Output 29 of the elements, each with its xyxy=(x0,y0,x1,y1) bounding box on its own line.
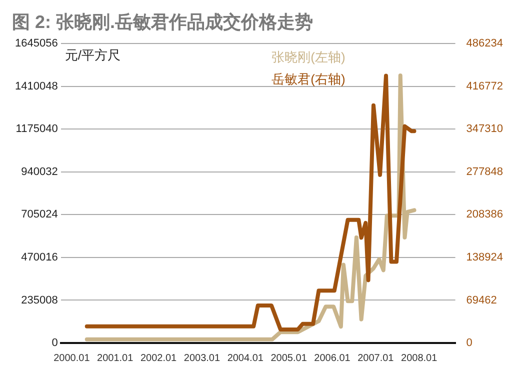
x-tick-label: 2008.01 xyxy=(401,352,438,364)
y-tick-label: 1175040 xyxy=(16,123,58,136)
y-tick-label: 1410048 xyxy=(14,80,58,92)
y2-tick-label: 208386 xyxy=(466,208,504,221)
y2-tick-label: 416772 xyxy=(466,80,504,92)
x-tick-label: 2007.01 xyxy=(358,352,394,364)
y-tick-label: 940032 xyxy=(21,166,58,178)
x-tick-label: 2000.01 xyxy=(54,352,90,364)
y2-tick-label: 486234 xyxy=(466,38,504,50)
y-tick-label: 1645056 xyxy=(14,38,58,50)
y2-tick-label: 347310 xyxy=(466,123,504,136)
chart-title: 图 2: 张晓刚.岳敏君作品成交价格走势 xyxy=(12,12,314,32)
x-tick-label: 2001.01 xyxy=(97,352,134,364)
y2-tick-label: 69462 xyxy=(466,294,497,306)
x-tick-label: 2002.01 xyxy=(140,352,178,364)
y2-tick-label: 138924 xyxy=(466,251,504,264)
x-tick-label: 2004.01 xyxy=(227,352,264,364)
x-tick-label: 2005.01 xyxy=(270,352,308,364)
y-tick-label: 0 xyxy=(52,337,58,350)
y-tick-label: 470016 xyxy=(21,251,58,264)
y-tick-label: 705024 xyxy=(21,208,58,221)
y-tick-label: 235008 xyxy=(21,294,58,306)
text: 张晓刚(左轴) xyxy=(272,50,346,65)
y2-tick-label: 0 xyxy=(466,337,472,350)
x-tick-label: 2006.01 xyxy=(314,352,351,364)
y2-tick-label: 277848 xyxy=(466,166,504,178)
y-axis-title: 元/平方尺 xyxy=(64,48,120,63)
text: 岳敏君(右轴) xyxy=(272,72,346,87)
x-tick-label: 2003.01 xyxy=(184,352,220,364)
